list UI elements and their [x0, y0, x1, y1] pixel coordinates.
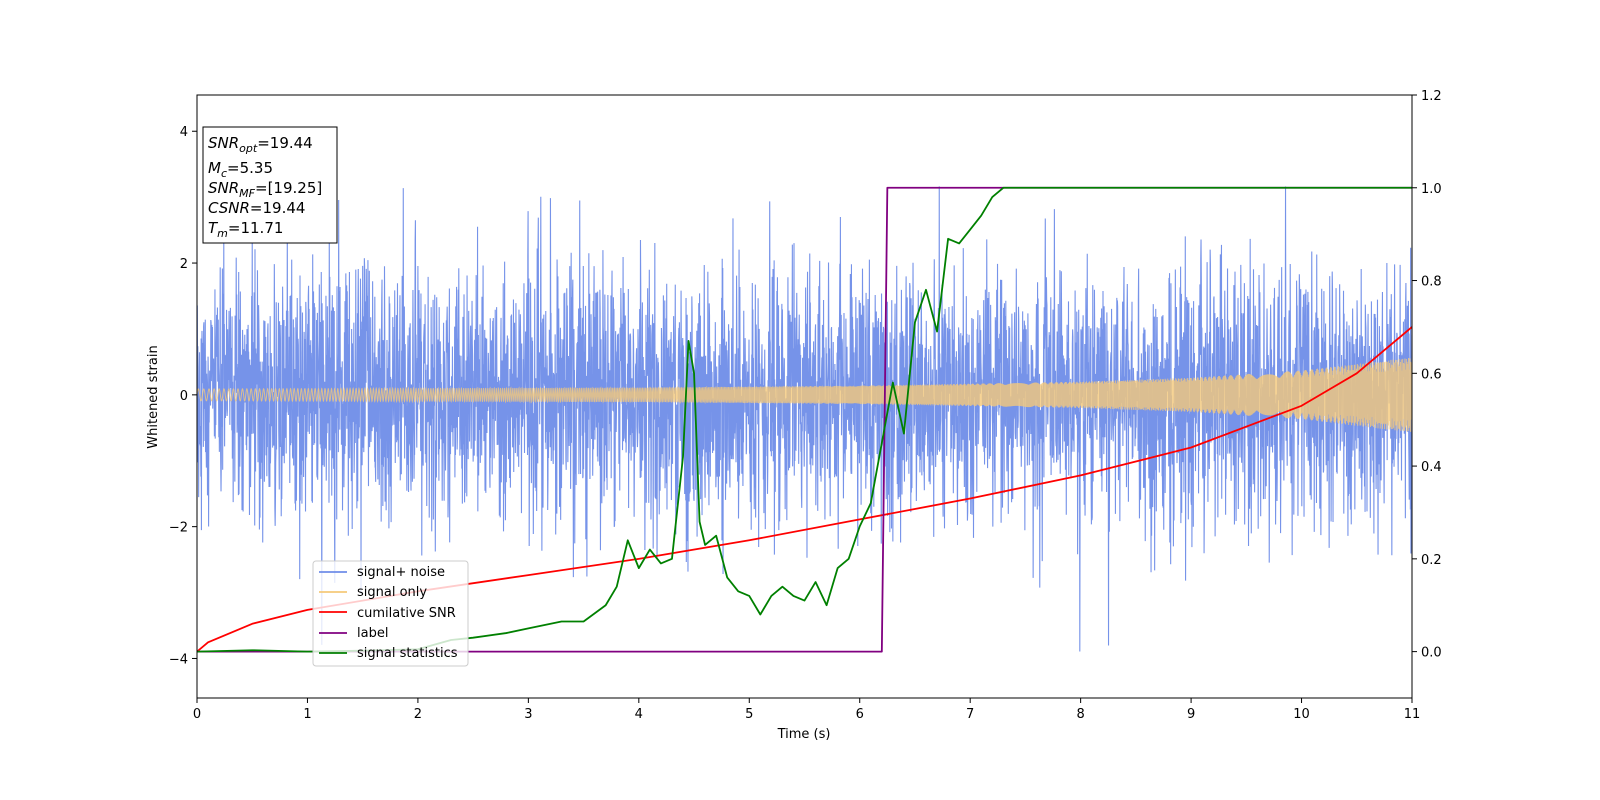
signal-only-line [197, 357, 1412, 432]
left-y-axis-ticks: −4 −2 0 2 4 [169, 125, 197, 667]
legend-label-signal-noise: signal+ noise [357, 565, 445, 580]
x-axis-ticks: 0 1 2 3 4 5 6 7 8 9 10 11 [193, 698, 1420, 722]
signal-only-series [197, 357, 1412, 432]
y-left-tick-label: 0 [180, 389, 188, 404]
x-tick-label: 4 [635, 707, 643, 722]
x-tick-label: 10 [1293, 707, 1310, 722]
y-left-tick-label: −4 [169, 652, 188, 667]
y-right-tick-label: 0.2 [1421, 553, 1442, 568]
x-tick-label: 2 [414, 707, 422, 722]
legend-entry-cumulative-snr: cumilative SNR [319, 606, 456, 621]
info-snr-mf: SNRMF=[19.25] [208, 179, 322, 200]
legend: signal+ noise signal only cumilative SNR… [312, 560, 469, 667]
info-box: SNRopt=19.44 Mc=5.35 SNRMF=[19.25] CSNR=… [202, 126, 338, 244]
x-tick-label: 9 [1187, 707, 1195, 722]
x-tick-label: 0 [193, 707, 201, 722]
y-left-tick-label: 2 [180, 257, 188, 272]
y-right-tick-label: 0.4 [1421, 460, 1442, 475]
x-tick-label: 1 [303, 707, 311, 722]
y-axis-label: Whitened strain [146, 345, 161, 448]
cumilative-snr-line [197, 326, 1412, 653]
legend-entry-signal-noise: signal+ noise [319, 565, 445, 580]
legend-entry-signal-only: signal only [319, 585, 427, 600]
signal-statistics-line [197, 186, 1412, 653]
y-right-tick-label: 1.0 [1421, 182, 1442, 197]
x-tick-label: 5 [745, 707, 753, 722]
legend-label-signal-only: signal only [357, 585, 427, 600]
right-axis-series [197, 186, 1412, 653]
x-tick-label: 7 [966, 707, 974, 722]
info-snr-opt: SNRopt=19.44 [208, 134, 313, 155]
y-right-tick-label: 0.8 [1421, 275, 1442, 290]
legend-label-signal-statistics: signal statistics [357, 646, 458, 661]
y-right-tick-label: 1.2 [1421, 89, 1442, 104]
y-right-tick-label: 0.6 [1421, 367, 1442, 382]
x-tick-label: 3 [524, 707, 532, 722]
right-y-axis-ticks: 0.0 0.2 0.4 0.6 0.8 1.0 1.2 [1412, 89, 1442, 661]
y-left-tick-label: −2 [169, 521, 188, 536]
legend-label-label: label [357, 626, 388, 641]
info-mc: Mc=5.35 [208, 159, 273, 180]
x-tick-label: 8 [1076, 707, 1084, 722]
legend-entry-label: label [319, 626, 388, 641]
y-left-tick-label: 4 [180, 125, 188, 140]
y-right-tick-label: 0.0 [1421, 646, 1442, 661]
x-tick-label: 11 [1404, 707, 1421, 722]
x-tick-label: 6 [856, 707, 864, 722]
info-tm: Tm=11.71 [208, 219, 283, 240]
legend-label-cumulative-snr: cumilative SNR [357, 606, 456, 621]
x-axis-label: Time (s) [777, 727, 831, 742]
plot-frame [196, 94, 1413, 699]
legend-entry-signal-statistics: signal statistics [319, 646, 458, 661]
info-csnr: CSNR=19.44 [208, 199, 305, 217]
